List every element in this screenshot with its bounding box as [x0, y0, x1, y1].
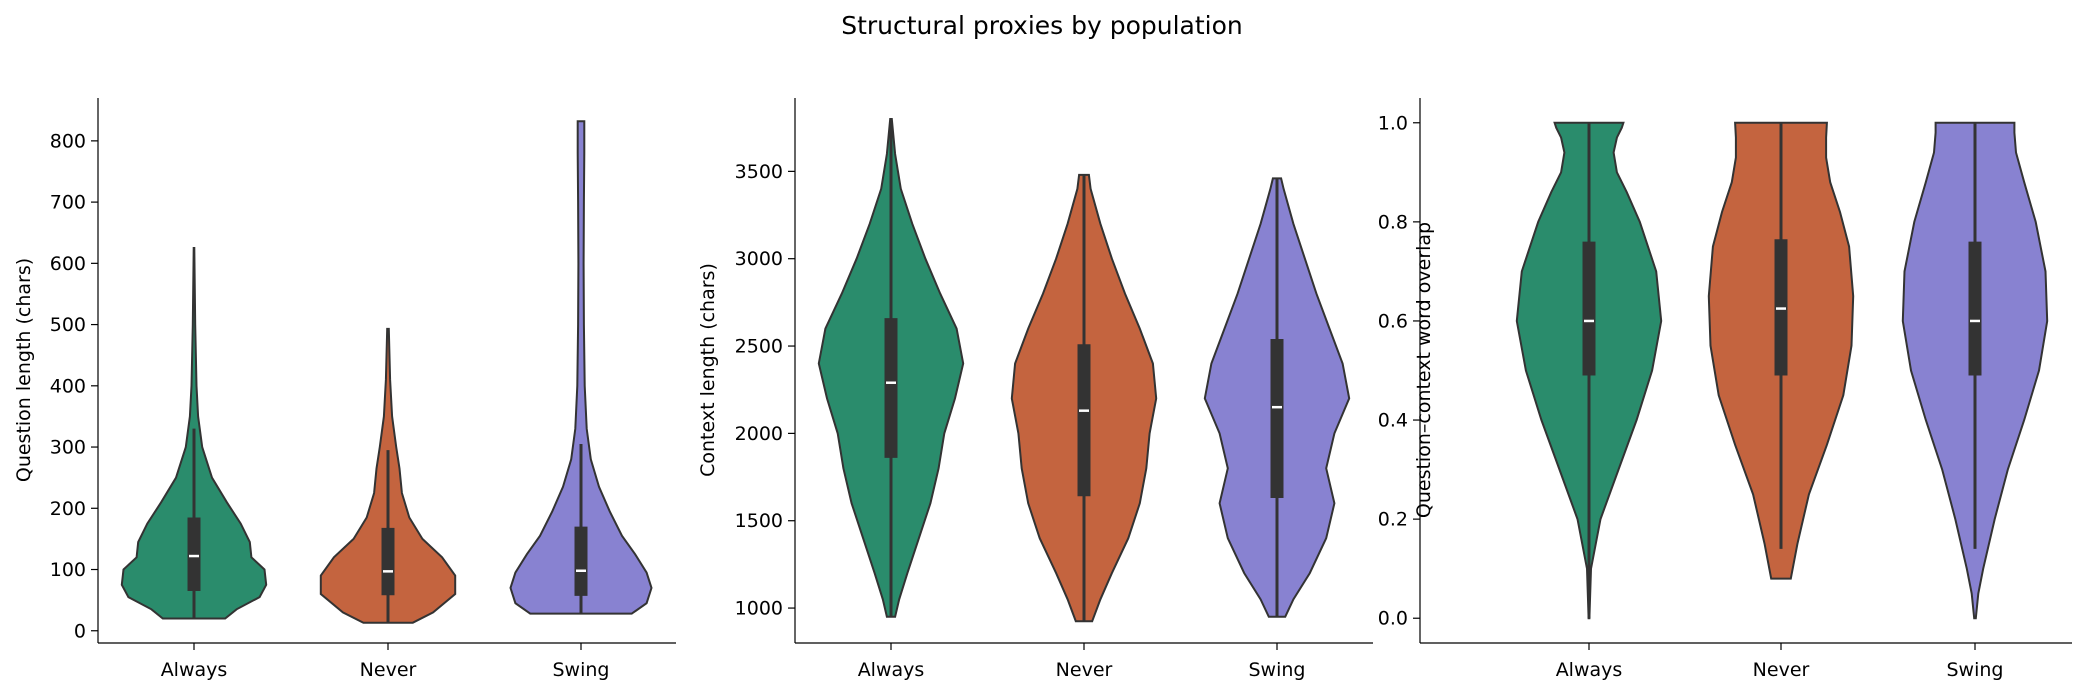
word-overlap-xtick-label-swing: Swing	[1947, 659, 2004, 681]
word-overlap-violin-always	[1515, 121, 1663, 620]
context-length-ylabel: Context length (chars)	[697, 263, 719, 477]
question-length-ytick-label: 200	[50, 498, 86, 520]
question-length-violin-swing	[509, 120, 653, 615]
word-overlap-ytick-label: 0.2	[1378, 509, 1408, 531]
context-length-panel: 1000 1500 2000 2500 3000 3500 Always Never Swing…	[697, 98, 1373, 681]
context-length-ytick-label: 1000	[735, 598, 783, 620]
question-length-xtick-label-always: Always	[161, 659, 228, 681]
word-overlap-ytick-label: 0.4	[1378, 410, 1408, 432]
question-length-violin-always	[120, 247, 268, 620]
context-length-ytick-label: 2500	[735, 336, 783, 358]
question-length-xtick-label-never: Never	[360, 659, 417, 681]
question-length-violin-never	[319, 327, 457, 624]
question-length-ytick-label: 500	[50, 314, 86, 336]
question-length-ytick-label: 600	[50, 253, 86, 275]
word-overlap-ylabel: Question–context word overlap	[1413, 222, 1435, 518]
question-length-ytick-label: 100	[50, 559, 86, 581]
context-length-axes: 1000 1500 2000 2500 3000 3500 Always Never Swing	[735, 98, 1373, 681]
context-length-violin-never	[1010, 173, 1158, 623]
question-length-ylabel: Question length (chars)	[13, 258, 35, 482]
word-overlap-ytick-label: 0.8	[1378, 211, 1408, 233]
word-overlap-ytick-label: 1.0	[1378, 112, 1408, 134]
context-length-ytick-label: 1500	[735, 510, 783, 532]
question-length-violins	[120, 120, 653, 624]
word-overlap-violins	[1515, 121, 2049, 620]
question-length-axes: 0 100 200 300 400 500 600 700 800 Always Never Swin…	[50, 98, 676, 681]
word-overlap-violin-never	[1707, 121, 1855, 580]
context-length-xtick-label-never: Never	[1056, 659, 1113, 681]
context-length-ytick-label: 3000	[735, 248, 783, 270]
word-overlap-panel: 0.0 0.2 0.4 0.6 0.8 1.0 Always Never Swing Quest…	[1378, 98, 2072, 681]
question-length-violin-body	[509, 120, 653, 615]
context-length-violin-always	[817, 118, 965, 618]
question-length-ytick-label: 700	[50, 192, 86, 214]
figure-title: Structural proxies by population	[841, 11, 1243, 40]
question-length-ytick-label: 800	[50, 130, 86, 152]
question-length-ytick-label: 400	[50, 375, 86, 397]
question-length-ytick-label: 0	[74, 620, 86, 642]
word-overlap-xtick-label-always: Always	[1556, 659, 1623, 681]
word-overlap-ytick-label: 0.6	[1378, 310, 1408, 332]
question-length-xtick-label-swing: Swing	[553, 659, 610, 681]
context-length-ytick-label: 3500	[735, 161, 783, 183]
word-overlap-violin-swing	[1901, 121, 2049, 620]
context-length-violin-swing	[1203, 177, 1351, 618]
context-length-ytick-label: 2000	[735, 423, 783, 445]
word-overlap-xtick-label-never: Never	[1753, 659, 1810, 681]
question-length-panel: 0 100 200 300 400 500 600 700 800 Always Never Swin…	[13, 98, 676, 681]
word-overlap-ytick-label: 0.0	[1378, 608, 1408, 630]
question-length-ytick-label: 300	[50, 437, 86, 459]
word-overlap-axes: 0.0 0.2 0.4 0.6 0.8 1.0 Always Never Swing	[1378, 98, 2072, 681]
context-length-xtick-label-always: Always	[858, 659, 925, 681]
context-length-xtick-label-swing: Swing	[1249, 659, 1306, 681]
context-length-violins	[817, 118, 1351, 623]
